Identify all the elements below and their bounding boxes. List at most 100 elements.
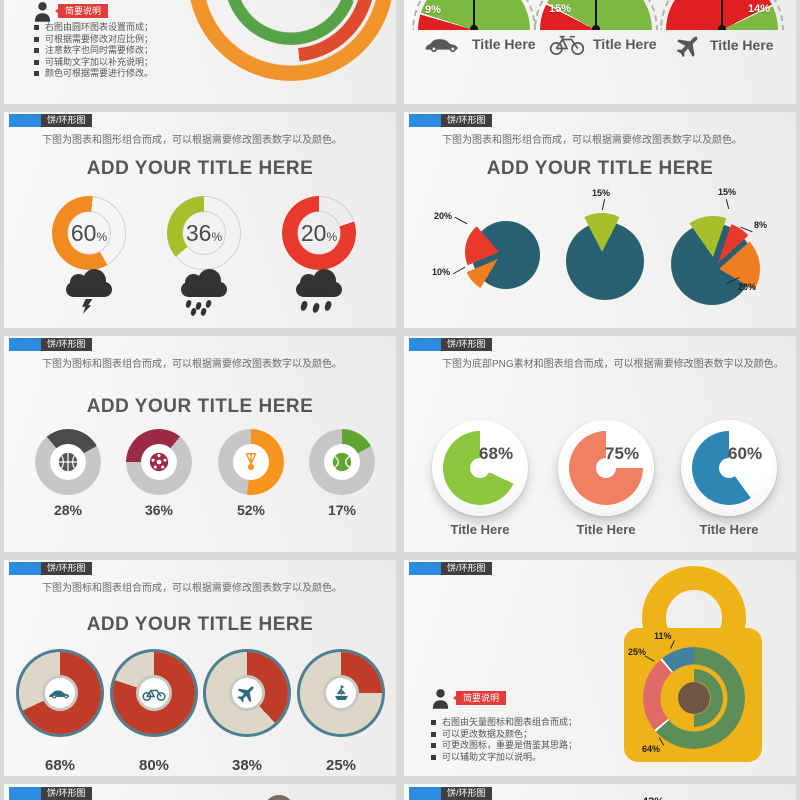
pie-center-hole [470,458,490,478]
rain-cloud-icon [174,269,234,317]
slice-label: 20% [738,282,757,292]
slide-section-header: 饼/环形图 [409,562,492,575]
bullet-square-icon [34,59,39,65]
slide-title: ADD YOUR TITLE HERE [86,614,314,635]
legend-label: Title Here [710,37,774,53]
ship-icon [334,684,348,700]
tennis-ball-icon [332,452,352,472]
legend-label: Title Here [472,36,536,52]
header-accent-bar [9,562,41,575]
section-label: 饼/环形图 [441,114,492,127]
chart-title-label: Title Here [699,522,759,537]
list-item: 可以辅助文字加以说明。 [431,752,621,763]
section-label: 饼/环形图 [441,338,492,351]
slide-thumbnail-transport-pies[interactable]: 饼/环形图 下图为图标和图表组合而成，可以根据需要修改图表数字以及颜色。 ADD… [4,560,396,776]
slide-thumbnail-lock-donut[interactable]: 饼/环形图 简要说明 右图由矢量图标和图表组合而成； 可以更改数据及颜色； 可更… [404,560,796,776]
donut-center [50,444,86,480]
leader-line [452,266,466,275]
drizzle-cloud-icon [289,269,349,314]
section-label: 饼/环形图 [41,562,92,575]
brief-note-badge: 简要说明 [54,4,109,18]
slice-label: 15% [718,187,737,197]
storm-cloud-icon [59,269,119,314]
legend-label: Title Here [593,36,657,52]
gauge-chart: 14% [660,0,784,30]
donut-value: 60% [70,219,108,246]
slide-section-header: 饼/环形图 [9,787,92,800]
legend-item: Title Here [676,32,774,58]
header-accent-bar [409,787,441,800]
slide-section-header: 饼/环形图 [409,787,492,800]
slide-thumbnail-next-right[interactable]: 饼/环形图 43% [404,784,796,800]
slice-label: 25% [628,647,647,657]
slice-label: 15% [592,188,611,198]
donut-chart [309,429,375,495]
pie-center-hole [719,458,739,478]
slide-thumbnail-sport-donuts[interactable]: 饼/环形图 下图为图标和图表组合而成，可以根据需要修改图表数字以及颜色。 ADD… [4,336,396,552]
section-label: 饼/环形图 [441,787,492,800]
list-item: 可更改图标，重要是借鉴其思路； [431,740,621,751]
partial-percentage-label: 43% [642,796,664,800]
bullet-square-icon [34,71,39,76]
slide-thumbnail-ring-chart-note[interactable]: 简要说明 右图由圆环图表设置而成； 可根据需要修改对应比例； 注意数字也同时需要… [4,0,396,104]
bullet-square-icon [431,720,436,725]
section-label: 饼/环形图 [441,562,492,575]
donut-center [678,682,710,714]
list-item: 注意数字也同时需要修改； [34,45,204,56]
header-accent-bar [9,114,41,127]
gauge-value: 9% [425,4,441,16]
airplane-icon [237,686,254,703]
bullet-square-icon [431,743,436,748]
donut-arc [282,196,356,270]
donut-percentage: 28% [53,502,83,518]
partial-chart-peek [264,795,294,800]
pie-center [229,675,265,711]
slide-thumbnail-next-left[interactable]: 饼/环形图 [4,784,396,800]
pie-center [323,675,359,711]
list-item: 颜色可根据需要进行修改。 [34,68,204,79]
donut-value: 20% [300,219,338,246]
donut-percentage: 36% [144,502,174,518]
pie-percentage: 25% [325,757,357,774]
donut-chart [126,429,192,495]
header-accent-bar [409,562,441,575]
pie-chart [297,649,385,737]
bullet-square-icon [34,25,39,30]
chart-title-label: Title Here [576,522,636,537]
pie-chart [110,649,198,737]
header-accent-bar [409,114,441,127]
bullet-square-icon [34,48,39,53]
slide-description: 下图为底部PNG素材和图表组合而成，可以根据需要修改图表数字以及颜色。 [442,359,784,370]
gauge-needle [592,0,600,30]
slide-thumbnail-donut-weather[interactable]: 饼/环形图 下图为图表和图形组合而成，可以根据需要修改图表数字以及颜色。 ADD… [4,112,396,328]
slide-description: 下图为图标和图表组合而成，可以根据需要修改图表数字以及颜色。 [42,583,342,594]
slide-description: 下图为图表和图形组合而成，可以根据需要修改图表数字以及颜色。 [42,135,342,146]
section-label: 饼/环形图 [41,114,92,127]
slice-label: 8% [754,220,768,230]
header-accent-bar [9,787,41,800]
pie-percentage: 68% [44,757,76,774]
slide-thumbnail-exploded-pies[interactable]: 饼/环形图 下图为图表和图形组合而成，可以根据需要修改图表数字以及颜色。 ADD… [404,112,796,328]
airplane-icon [676,36,698,58]
gauge-needle [718,0,726,30]
slide-title: ADD YOUR TITLE HERE [86,396,314,417]
car-icon [425,39,458,53]
donut-chart: 36% [167,196,241,270]
pie-percentage: 68% [479,444,514,463]
badge-pie-chart: 68% [432,420,528,516]
list-item: 可根据需要修改对应比例； [34,34,204,45]
pie-percentage: 75% [605,444,640,463]
pie-slice-orange [464,225,532,293]
brief-note-badge: 简要说明 [452,691,507,705]
slide-section-header: 饼/环形图 [9,338,92,351]
slide-thumbnail-badge-pies[interactable]: 饼/环形图 下图为底部PNG素材和图表组合而成，可以根据需要修改图表数字以及颜色… [404,336,796,552]
donut-chart [35,429,101,495]
pie-slice-green [563,213,641,291]
header-accent-bar [9,338,41,351]
slice-label: 10% [432,267,451,277]
slide-thumbnail-gauge-charts[interactable]: 9% 15% 14% [404,0,796,104]
bicycle-icon [142,689,166,701]
gauge-needle [470,0,478,30]
soccer-ball-icon [149,452,169,472]
